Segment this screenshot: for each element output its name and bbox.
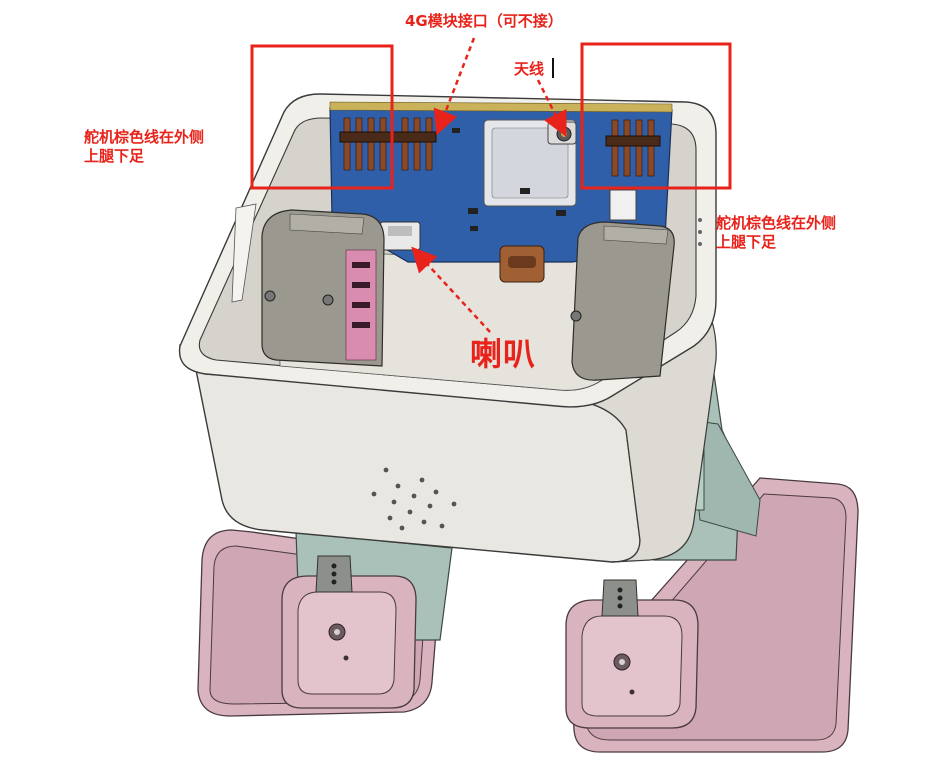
speaker-grille xyxy=(371,467,457,531)
servo-left xyxy=(261,209,385,367)
header-pins-right xyxy=(605,119,661,177)
label-antenna: 天线 xyxy=(514,60,545,78)
label-servo-note-left-line1: 舵机棕色线在外侧 xyxy=(84,128,205,146)
label-servo-note-right-line1: 舵机棕色线在外侧 xyxy=(716,214,837,232)
side-vent xyxy=(698,218,702,246)
servo-right xyxy=(570,221,675,381)
label-speaker: 喇叭 xyxy=(470,335,537,373)
label-servo-note-left: 舵机棕色线在外侧 上腿下足 xyxy=(84,128,204,166)
label-servo-note-right: 舵机棕色线在外侧 上腿下足 xyxy=(716,214,836,252)
text-cursor xyxy=(552,58,554,78)
label-servo-note-left-line2: 上腿下足 xyxy=(84,146,145,165)
arrow-4g-module xyxy=(433,37,476,136)
highlight-box-left-header xyxy=(250,44,394,190)
label-servo-note-right-line2: 上腿下足 xyxy=(716,232,777,251)
header-pins-left xyxy=(339,117,437,171)
label-4g-module: 4G模块接口（可不接） xyxy=(405,12,563,30)
highlight-box-right-header xyxy=(580,42,732,190)
left-leg xyxy=(281,531,453,709)
